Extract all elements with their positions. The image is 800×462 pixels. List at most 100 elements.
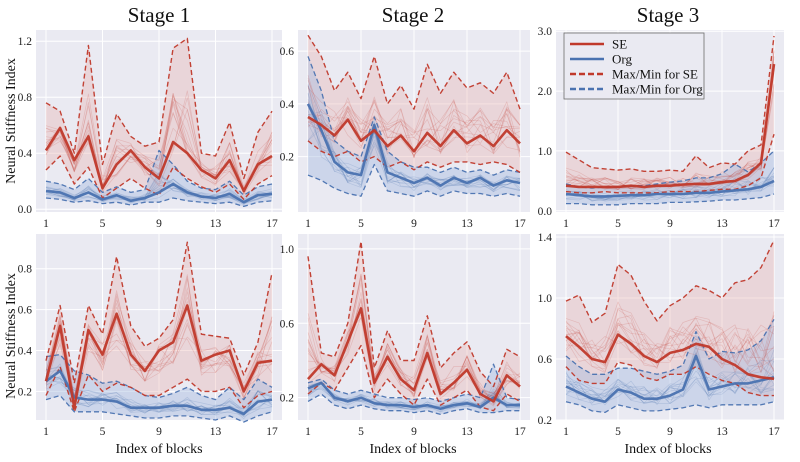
x-tick-label: 17 <box>514 218 526 230</box>
y-tick-label: 0.4 <box>18 346 33 358</box>
org-run-line <box>45 377 273 415</box>
org-min-dashed-line <box>566 193 775 206</box>
org-max-dashed-line <box>45 149 273 196</box>
se-run-line <box>565 314 775 374</box>
x-tick-label: 1 <box>563 426 569 438</box>
legend-label: SE <box>612 37 627 52</box>
se-min-dashed-line <box>307 344 521 412</box>
se-run-line <box>307 313 521 405</box>
gridlines <box>556 234 784 421</box>
y-tick-label: 0.4 <box>18 148 33 160</box>
x-tick-label: 13 <box>716 218 728 230</box>
org-run-line <box>565 344 775 397</box>
org-min-dashed-line <box>565 401 775 414</box>
x-tick-label: 5 <box>100 426 106 438</box>
y-tick-label: 0.0 <box>18 204 33 216</box>
title-stage-3: Stage 3 <box>637 3 699 27</box>
se-run-line <box>307 278 521 399</box>
x-tick-label: 13 <box>461 426 473 438</box>
panel-stage-1-row-1: 1 5 9 13 17 0.0 0.4 0.8 1.2 <box>18 30 282 230</box>
se-run-line <box>45 127 273 191</box>
se-max-dashed-line <box>45 37 273 180</box>
x-tick-label: 5 <box>100 218 106 230</box>
y-tick-label: 2.0 <box>538 86 553 98</box>
se-run-line <box>307 80 521 154</box>
x-tick-label: 5 <box>615 218 621 230</box>
panel-stage-2-row-1: 1 5 9 13 17 0.2 0.4 0.6 <box>280 30 530 230</box>
org-run-line <box>45 373 273 414</box>
y-tick-label: 0.2 <box>280 393 295 405</box>
se-run-line <box>565 67 775 190</box>
x-tick-label: 9 <box>411 218 417 230</box>
se-run-line <box>565 315 775 369</box>
se-range-band <box>308 35 520 173</box>
org-run-line <box>307 383 521 409</box>
gridlines <box>298 30 530 212</box>
org-range-band <box>308 364 520 415</box>
se-run-line <box>307 273 521 404</box>
org-run-line <box>307 111 521 192</box>
org-run-line <box>565 357 775 404</box>
se-run-line <box>565 318 775 373</box>
se-mean-line <box>307 115 521 153</box>
y-tick-label: 0.2 <box>538 415 553 427</box>
legend-label: Max/Min for Org <box>612 82 703 97</box>
se-range-band <box>46 38 272 200</box>
gridlines <box>36 30 282 212</box>
se-min-dashed-line <box>45 155 273 201</box>
org-mean-line <box>306 103 521 187</box>
se-run-line <box>307 101 521 143</box>
org-run-line <box>45 171 273 202</box>
se-max-dashed-line <box>307 240 521 388</box>
xlabel-stage-2: Index of blocks <box>369 442 456 457</box>
se-run-line <box>565 321 775 372</box>
org-mean-line <box>565 179 775 198</box>
se-run-line <box>565 63 775 188</box>
org-run-line <box>565 361 775 404</box>
panel-stage-1-row-2: 1 5 9 13 17 0.2 0.4 0.6 0.8 <box>18 234 282 438</box>
x-tick-label: 5 <box>615 426 621 438</box>
se-run-line <box>45 101 273 195</box>
x-tick-label: 1 <box>305 218 311 230</box>
se-range-band <box>566 240 774 396</box>
org-run-line <box>565 358 775 406</box>
se-range-band <box>566 36 774 193</box>
se-run-line <box>565 317 775 363</box>
org-run-line <box>307 84 521 188</box>
org-mean-line <box>565 354 775 403</box>
se-run-line <box>307 85 521 153</box>
chart-panels: 1 5 9 13 170.00.40.81.21 5 9 13 170.20.40.61 5 9 13… <box>18 26 784 438</box>
org-run-line <box>45 366 273 415</box>
se-run-line <box>565 324 775 373</box>
x-tick-label: 17 <box>768 426 780 438</box>
legend-label: Org <box>612 52 632 67</box>
se-run-line <box>307 291 521 395</box>
se-max-dashed-line <box>307 34 521 110</box>
y-tick-label: 0.2 <box>280 152 295 164</box>
x-tick-label: 9 <box>667 218 673 230</box>
se-mean-line <box>307 307 521 403</box>
y-tick-label: 0.2 <box>18 386 33 398</box>
se-run-line <box>565 83 775 187</box>
se-max-dashed-line <box>565 35 775 172</box>
se-min-dashed-line <box>565 134 775 194</box>
se-run-line <box>45 92 273 193</box>
y-tick-label: 0.0 <box>538 206 553 218</box>
org-mean-line <box>307 381 520 411</box>
se-mean-line <box>565 333 775 381</box>
x-tick-label: 1 <box>305 426 311 438</box>
x-tick-label: 9 <box>411 426 417 438</box>
se-mean-line <box>565 63 776 189</box>
se-run-line <box>307 101 521 158</box>
x-tick-label: 13 <box>461 218 473 230</box>
org-run-line <box>565 363 775 404</box>
org-run-line <box>307 107 521 193</box>
x-tick-label: 17 <box>266 218 278 230</box>
y-tick-label: 1.0 <box>538 146 553 158</box>
x-tick-label: 17 <box>514 426 526 438</box>
se-run-line <box>565 331 775 370</box>
org-run-line <box>307 114 521 192</box>
org-mean-line <box>45 182 273 204</box>
se-run-line <box>45 99 273 192</box>
